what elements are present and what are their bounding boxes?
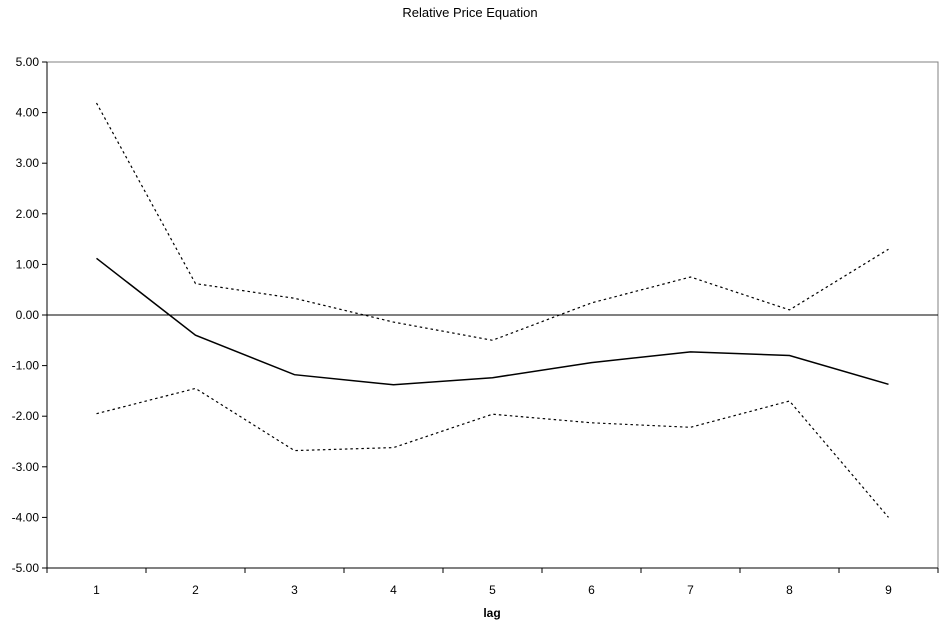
y-tick-label: -3.00 (12, 460, 40, 474)
x-tick-label: 2 (192, 583, 199, 597)
series-layer (96, 103, 888, 517)
y-tick-label: -5.00 (12, 561, 40, 575)
x-tick-label: 7 (687, 583, 694, 597)
y-tick-label: -1.00 (12, 359, 40, 373)
x-tick-label: 3 (291, 583, 298, 597)
x-tick-label: 6 (588, 583, 595, 597)
x-tick-label: 1 (93, 583, 100, 597)
x-tick-label: 9 (885, 583, 892, 597)
axes: 5.00 4.00 3.00 2.00 1.00 0.00 -1.00 -2.00 -3.00 -… (12, 55, 938, 597)
y-tick-label: 2.00 (16, 207, 40, 221)
y-tick-label: 0.00 (16, 308, 40, 322)
y-tick-label: -2.00 (12, 409, 40, 423)
x-tick-label: 5 (489, 583, 496, 597)
x-tick-label: 4 (390, 583, 397, 597)
x-tick-label: 8 (786, 583, 793, 597)
series-line-upper-band (97, 103, 889, 340)
y-tick-label: 1.00 (16, 257, 40, 271)
y-tick-label: 5.00 (16, 55, 40, 69)
x-axis-title: lag (483, 606, 500, 620)
series-line-estimate (97, 258, 889, 385)
y-tick-label: 3.00 (16, 156, 40, 170)
chart-title: Relative Price Equation (402, 5, 537, 20)
y-tick-label: -4.00 (12, 510, 40, 524)
y-tick-label: 4.00 (16, 106, 40, 120)
series-line-lower-band (97, 388, 889, 517)
